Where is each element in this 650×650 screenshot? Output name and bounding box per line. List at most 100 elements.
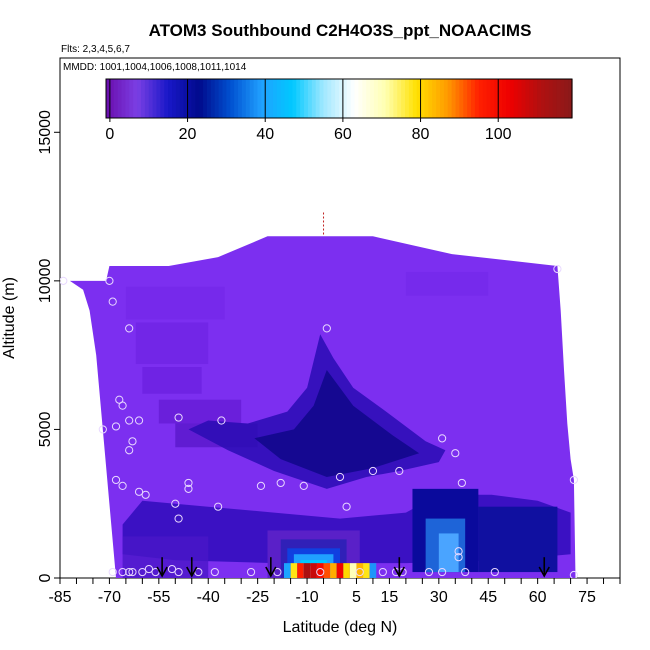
profile-arrow-head <box>186 566 198 578</box>
colorbar-cell <box>183 79 189 118</box>
x-tick-label: -85 <box>48 589 71 606</box>
observation-point <box>569 475 578 485</box>
observation-point <box>134 416 144 425</box>
heatmap-band <box>125 286 225 320</box>
colorbar-cell <box>405 79 410 118</box>
colorbar-ticks: 0 20 40 60 80 100 <box>105 79 512 143</box>
colorbar-cell <box>272 79 278 118</box>
x-tick-label: -25 <box>246 589 269 606</box>
colorbar-cell <box>498 79 503 118</box>
colorbar-cell <box>408 79 414 118</box>
colorbar-cell <box>238 79 243 118</box>
colorbar-cell <box>234 79 239 118</box>
observation-point <box>111 475 121 485</box>
colorbar-cell <box>284 79 290 118</box>
heatmap-cell <box>363 563 370 578</box>
colorbar-cell <box>327 79 332 118</box>
colorbar-cell <box>230 79 235 118</box>
colorbar-cell <box>350 79 356 118</box>
heatmap-block <box>438 533 459 573</box>
observation-point <box>316 567 325 577</box>
colorbar-cell <box>381 79 387 118</box>
observation-point <box>125 567 134 577</box>
observation-point <box>184 478 193 488</box>
observation-point <box>128 437 137 446</box>
colorbar-cell <box>276 79 282 118</box>
colorbar-cell <box>307 79 313 118</box>
colorbar-cell <box>300 79 305 118</box>
colorbar-cell <box>412 79 418 118</box>
colorbar-cell <box>560 79 565 118</box>
observation-point <box>128 567 137 577</box>
colorbar-cell <box>533 79 538 118</box>
colorbar-cell <box>490 79 495 118</box>
observation-point <box>174 567 183 577</box>
chart-title: ATOM3 Southbound C2H4O3S_ppt_NOAACIMS <box>149 21 532 40</box>
colorbar-cell <box>140 79 146 118</box>
observation-point <box>210 567 219 577</box>
colorbar-tick-label: 0 <box>105 126 114 143</box>
observation-point <box>438 434 447 443</box>
heatmap-cell <box>297 563 304 578</box>
observation-point <box>355 567 364 577</box>
x-axis-label: Latitude (deg N) <box>283 619 398 636</box>
colorbar-cell <box>172 79 177 118</box>
observation-point <box>60 276 68 285</box>
observation-point <box>108 567 117 577</box>
colorbar-cell <box>373 79 379 118</box>
observation-point <box>184 484 193 493</box>
colorbar-cell <box>214 79 220 118</box>
colorbar-cell <box>459 79 464 118</box>
heatmap-band <box>405 271 489 296</box>
colorbar-cell <box>509 79 515 118</box>
colorbar-cell <box>125 79 130 118</box>
observation-point <box>214 502 223 511</box>
observation-point <box>118 481 127 490</box>
colorbar-cell <box>471 79 476 118</box>
flights-label: Flts: 2,3,4,5,6,7 <box>61 44 130 55</box>
y-tick-label: 0 <box>37 573 54 582</box>
colorbar-cell <box>482 79 488 118</box>
x-tick-label: -70 <box>98 589 121 606</box>
colorbar-cell <box>339 79 344 118</box>
observation-point <box>553 264 562 274</box>
profile-arrow-head <box>156 566 168 578</box>
colorbar-cell <box>168 79 173 118</box>
colorbar-cell <box>428 79 433 118</box>
colorbar-cell <box>397 79 402 118</box>
x-axis: -85 -70 -55 -40 -25 -10 5 15 30 45 60 75 <box>48 578 621 606</box>
observation-point <box>138 567 147 577</box>
colorbar-cell <box>486 79 492 118</box>
y-axis-label: Altitude (m) <box>1 277 18 359</box>
colorbar-cell <box>505 79 511 118</box>
heatmap-cell <box>336 563 344 578</box>
observation-point <box>105 276 114 285</box>
colorbar-cell <box>502 79 507 118</box>
observation-point <box>342 502 351 511</box>
colorbar-cell <box>521 79 526 118</box>
colorbar-cell <box>315 79 321 118</box>
colorbar-cell <box>401 79 406 118</box>
observation-point <box>454 547 463 556</box>
colorbar-cell <box>416 79 422 118</box>
profile-arrows <box>156 557 550 578</box>
observation-point <box>111 422 121 431</box>
observation-point <box>322 324 331 333</box>
colorbar-cell <box>245 79 251 118</box>
colorbar-tick-label: 100 <box>485 126 512 143</box>
heatmap-band <box>135 322 209 365</box>
heatmap <box>69 212 576 578</box>
colorbar-cell <box>548 79 554 118</box>
colorbar-tick-label: 40 <box>256 126 274 143</box>
colorbar-cell <box>191 79 196 118</box>
observation-point <box>246 567 256 577</box>
colorbar-cell <box>544 79 550 118</box>
colorbar-cell <box>280 79 286 118</box>
colorbar-cell <box>385 79 391 118</box>
observation-point <box>125 416 134 425</box>
colorbar-cell <box>478 79 484 118</box>
heatmap-cell <box>343 563 350 578</box>
colorbar-cell <box>525 79 530 118</box>
observation-point <box>125 446 134 455</box>
